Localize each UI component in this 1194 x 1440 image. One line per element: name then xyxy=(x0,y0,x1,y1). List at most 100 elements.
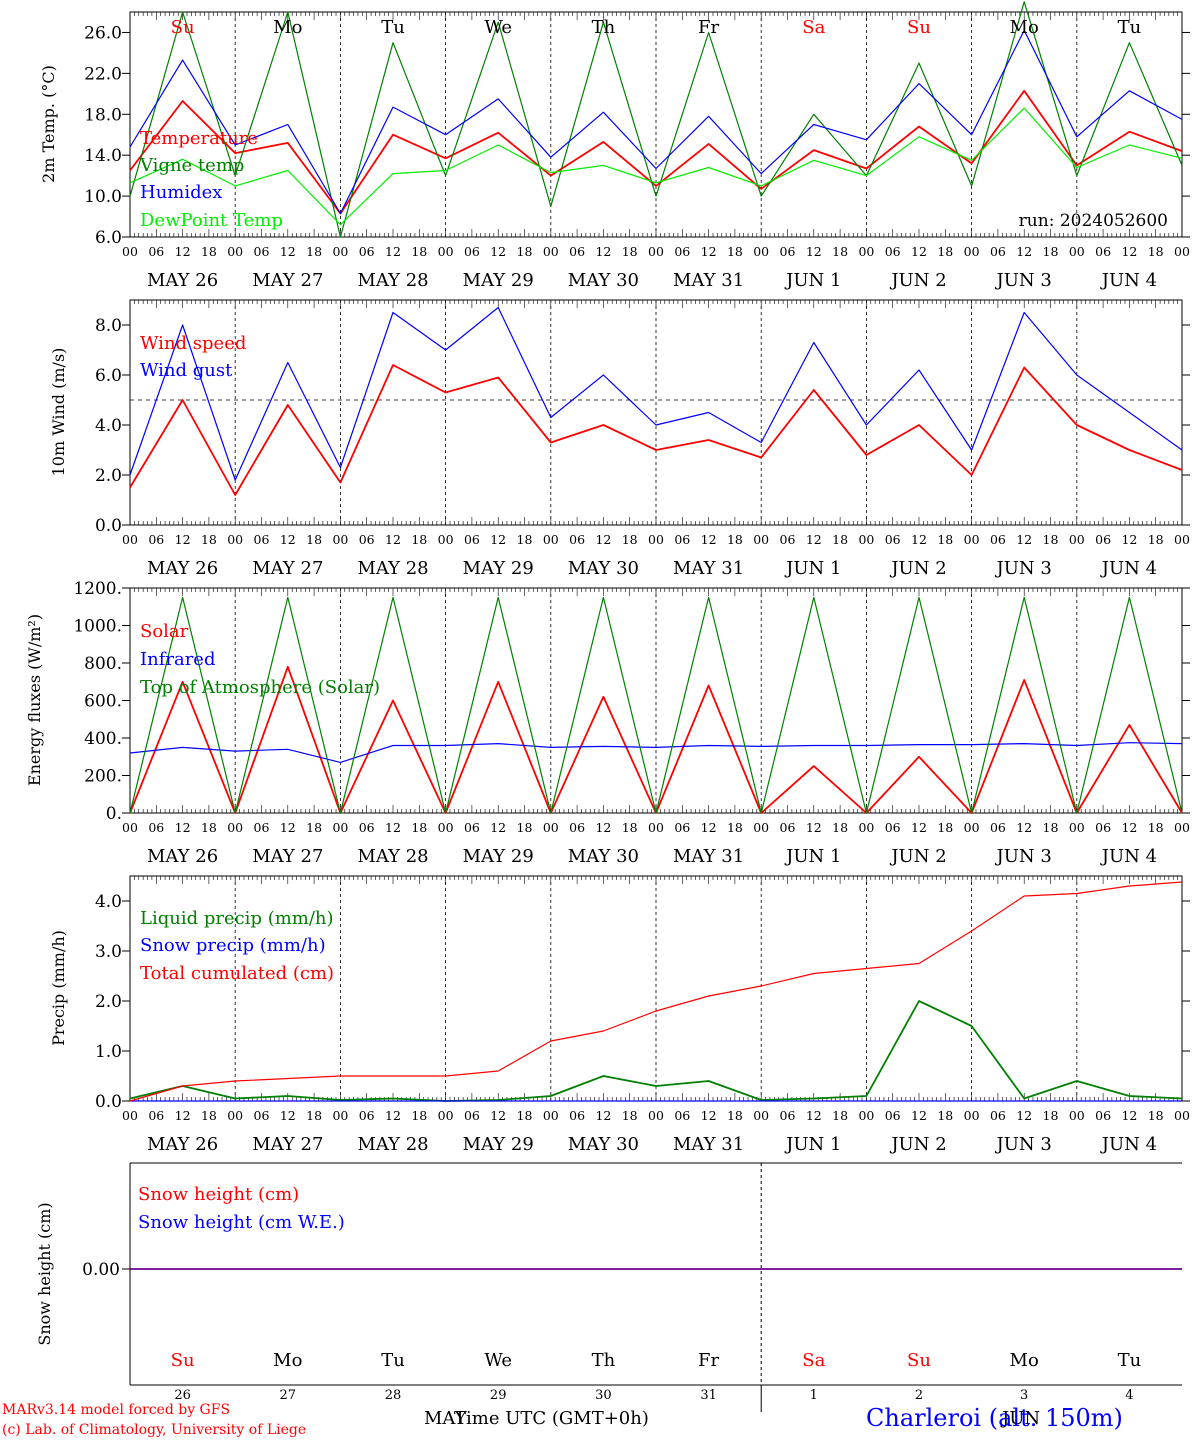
wind-series-2 xyxy=(129,306,1183,481)
energy-hour-label: 12 xyxy=(911,820,927,835)
snow-day-number: 28 xyxy=(385,1388,402,1403)
precip-hour-label: 18 xyxy=(201,1108,217,1123)
month-label-left: MAY xyxy=(424,1408,468,1429)
energy-hour-label: 06 xyxy=(254,820,270,835)
snow-weekday-label: Su xyxy=(907,1350,931,1371)
wind-hour-label: 00 xyxy=(648,532,664,547)
energy-hour-label: 18 xyxy=(411,820,427,835)
temp-hour-label: 12 xyxy=(806,244,822,259)
energy-hour-label: 00 xyxy=(858,820,874,835)
energy-hour-label: 12 xyxy=(595,820,611,835)
snow-panel: 0.00 Snow height (cm) Snow height (cm) S… xyxy=(35,1162,1182,1412)
energy-hour-label: 18 xyxy=(306,820,322,835)
energy-hour-label: 00 xyxy=(332,820,348,835)
temp-hour-label: 00 xyxy=(438,244,454,259)
precip-hour-label: 12 xyxy=(911,1108,927,1123)
precip-hour-label: 18 xyxy=(1043,1108,1059,1123)
precip-hour-label: 12 xyxy=(385,1108,401,1123)
energy-hour-label: 06 xyxy=(780,820,796,835)
snow-day-number: 27 xyxy=(280,1388,297,1403)
wind-y-tick-label: 0.0 xyxy=(95,516,122,536)
precip-date-label: MAY 31 xyxy=(673,1134,744,1155)
precip-hour-label: 00 xyxy=(1174,1108,1190,1123)
temp-hour-label: 12 xyxy=(701,244,717,259)
precip-hour-label: 06 xyxy=(148,1108,164,1123)
energy-hour-label: 18 xyxy=(1148,820,1164,835)
energy-date-label: MAY 28 xyxy=(357,846,428,867)
temp-hour-label: 18 xyxy=(1148,244,1164,259)
temperature-legend-1: Temperature xyxy=(140,128,258,149)
snow-legend-2: Snow height (cm W.E.) xyxy=(138,1212,345,1233)
wind-date-label: JUN 1 xyxy=(784,558,841,579)
precip-series-1 xyxy=(129,1000,1183,1102)
temp-hour-label: 00 xyxy=(332,244,348,259)
wind-hour-label: 12 xyxy=(175,532,191,547)
precip-hour-label: 00 xyxy=(753,1108,769,1123)
snow-weekday-label: Tu xyxy=(1118,1350,1142,1371)
energy-y-label: Energy fluxes (W/m²) xyxy=(25,614,44,786)
energy-hour-label: 12 xyxy=(490,820,506,835)
wind-hour-label: 06 xyxy=(780,532,796,547)
energy-y-tick-label: 1200. xyxy=(73,579,122,599)
snow-day-number: 31 xyxy=(700,1388,717,1403)
energy-hour-label: 06 xyxy=(990,820,1006,835)
wind-hour-label: 06 xyxy=(464,532,480,547)
wind-hour-label: 06 xyxy=(990,532,1006,547)
wind-y-label: 10m Wind (m/s) xyxy=(49,348,68,477)
temp-hour-label: 18 xyxy=(411,244,427,259)
weekday-label: Tu xyxy=(381,17,405,38)
snow-day-number: 29 xyxy=(490,1388,507,1403)
energy-date-label: JUN 2 xyxy=(889,846,946,867)
precip-hour-label: 00 xyxy=(1069,1108,1085,1123)
temp-hour-label: 06 xyxy=(780,244,796,259)
precip-y-tick-label: 3.0 xyxy=(95,942,122,962)
precip-hour-label: 18 xyxy=(517,1108,533,1123)
precip-hour-label: 06 xyxy=(990,1108,1006,1123)
energy-hour-label: 00 xyxy=(438,820,454,835)
wind-hour-label: 00 xyxy=(858,532,874,547)
temp-date-label: MAY 31 xyxy=(673,270,744,291)
wind-date-label: JUN 3 xyxy=(995,558,1052,579)
precip-hour-label: 00 xyxy=(438,1108,454,1123)
wind-hour-label: 18 xyxy=(411,532,427,547)
energy-y-tick-label: 400. xyxy=(84,729,122,749)
wind-hour-label: 00 xyxy=(227,532,243,547)
energy-y-tick-label: 800. xyxy=(84,654,122,674)
temp-hour-label: 06 xyxy=(464,244,480,259)
precip-date-label: JUN 4 xyxy=(1100,1134,1157,1155)
wind-hour-label: 00 xyxy=(438,532,454,547)
energy-series-2 xyxy=(129,742,1183,764)
wind-hour-label: 12 xyxy=(490,532,506,547)
precip-hour-label: 18 xyxy=(937,1108,953,1123)
precip-date-label: JUN 1 xyxy=(784,1134,841,1155)
weekday-label: Su xyxy=(907,17,931,38)
precip-series-3 xyxy=(129,881,1183,1102)
precip-date-label: MAY 30 xyxy=(568,1134,639,1155)
precip-y-tick-label: 2.0 xyxy=(95,992,122,1012)
energy-hour-label: 00 xyxy=(227,820,243,835)
temp-hour-label: 00 xyxy=(648,244,664,259)
wind-date-label: JUN 2 xyxy=(889,558,946,579)
wind-hour-label: 12 xyxy=(1016,532,1032,547)
wind-y-tick-label: 8.0 xyxy=(95,316,122,336)
precip-hour-label: 18 xyxy=(306,1108,322,1123)
wind-hour-label: 12 xyxy=(1121,532,1137,547)
precip-hour-label: 06 xyxy=(464,1108,480,1123)
temp-date-label: MAY 30 xyxy=(568,270,639,291)
wind-hour-label: 18 xyxy=(517,532,533,547)
temp-hour-label: 12 xyxy=(1121,244,1137,259)
precip-y-tick-label: 4.0 xyxy=(95,892,122,912)
temp-hour-label: 06 xyxy=(569,244,585,259)
wind-hour-label: 12 xyxy=(701,532,717,547)
temp-hour-label: 18 xyxy=(832,244,848,259)
energy-hour-label: 06 xyxy=(1095,820,1111,835)
temp-date-label: MAY 28 xyxy=(357,270,428,291)
wind-hour-label: 18 xyxy=(1148,532,1164,547)
precip-hour-label: 00 xyxy=(227,1108,243,1123)
precip-hour-label: 12 xyxy=(490,1108,506,1123)
temp-hour-label: 18 xyxy=(517,244,533,259)
wind-hour-label: 12 xyxy=(595,532,611,547)
precip-hour-label: 12 xyxy=(701,1108,717,1123)
wind-y-tick-label: 4.0 xyxy=(95,416,122,436)
lab-credit: (c) Lab. of Climatology, University of L… xyxy=(2,1422,306,1438)
